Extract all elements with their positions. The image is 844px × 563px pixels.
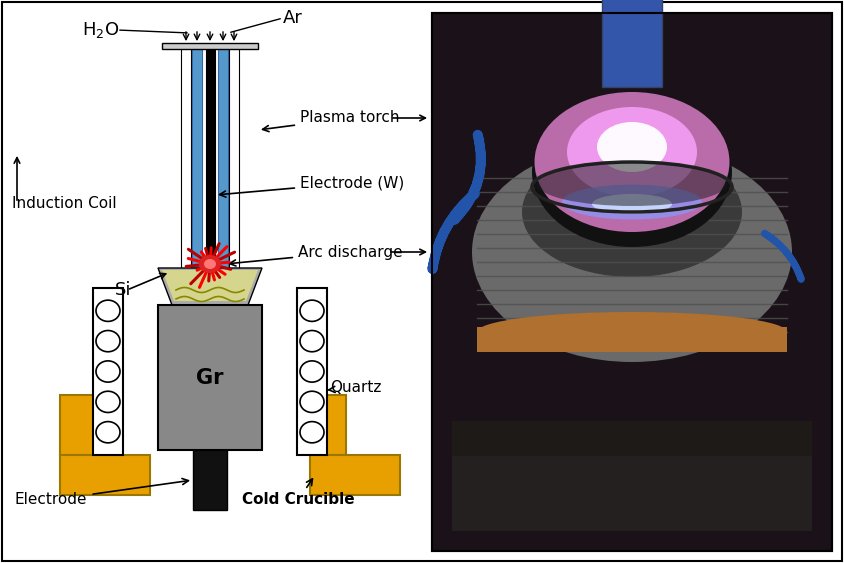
Text: Electrode (W): Electrode (W) bbox=[219, 176, 404, 197]
Bar bbox=[206, 45, 215, 268]
Ellipse shape bbox=[204, 259, 216, 269]
Text: Electrode: Electrode bbox=[15, 479, 188, 507]
Ellipse shape bbox=[199, 255, 221, 273]
Text: Si: Si bbox=[115, 281, 132, 299]
Ellipse shape bbox=[562, 185, 702, 220]
Bar bbox=[477, 327, 787, 352]
Polygon shape bbox=[158, 268, 262, 305]
FancyArrowPatch shape bbox=[765, 233, 801, 279]
Ellipse shape bbox=[96, 300, 120, 321]
Bar bbox=[432, 13, 832, 551]
Bar bbox=[452, 421, 812, 531]
Bar bbox=[452, 456, 812, 531]
Bar bbox=[193, 450, 227, 510]
Ellipse shape bbox=[96, 330, 120, 352]
Ellipse shape bbox=[300, 422, 324, 443]
Text: Gr: Gr bbox=[197, 368, 224, 387]
Text: Cold Crucible: Cold Crucible bbox=[242, 479, 354, 507]
Polygon shape bbox=[162, 270, 258, 301]
Bar bbox=[93, 288, 123, 455]
Bar bbox=[162, 43, 258, 49]
Ellipse shape bbox=[472, 142, 792, 362]
Ellipse shape bbox=[300, 300, 324, 321]
Ellipse shape bbox=[592, 194, 672, 214]
Ellipse shape bbox=[477, 312, 787, 352]
Bar bbox=[297, 288, 327, 455]
Text: Quartz: Quartz bbox=[327, 381, 381, 395]
Bar bbox=[192, 45, 202, 268]
Bar bbox=[218, 45, 228, 268]
Bar bbox=[602, 0, 662, 87]
Bar bbox=[229, 45, 239, 268]
Ellipse shape bbox=[532, 97, 732, 247]
Ellipse shape bbox=[534, 92, 729, 232]
Text: Ar: Ar bbox=[283, 9, 303, 27]
Bar bbox=[432, 13, 832, 551]
Bar bbox=[158, 305, 262, 450]
Ellipse shape bbox=[300, 330, 324, 352]
Ellipse shape bbox=[537, 162, 727, 206]
Ellipse shape bbox=[597, 122, 667, 172]
Bar bbox=[181, 45, 191, 268]
FancyArrowPatch shape bbox=[454, 135, 481, 220]
Ellipse shape bbox=[96, 361, 120, 382]
Text: H$_2$O: H$_2$O bbox=[82, 20, 119, 40]
FancyArrowPatch shape bbox=[432, 194, 475, 269]
Ellipse shape bbox=[300, 361, 324, 382]
Bar bbox=[60, 395, 96, 455]
Ellipse shape bbox=[300, 391, 324, 413]
Bar bbox=[310, 455, 400, 495]
Text: Arc discharge: Arc discharge bbox=[230, 244, 403, 266]
Bar bbox=[310, 395, 346, 455]
Ellipse shape bbox=[96, 391, 120, 413]
Bar bbox=[60, 455, 150, 495]
Text: Induction Coil: Induction Coil bbox=[12, 195, 116, 211]
Ellipse shape bbox=[567, 107, 697, 197]
Text: Plasma torch: Plasma torch bbox=[262, 110, 399, 132]
Ellipse shape bbox=[522, 147, 742, 277]
Ellipse shape bbox=[96, 422, 120, 443]
